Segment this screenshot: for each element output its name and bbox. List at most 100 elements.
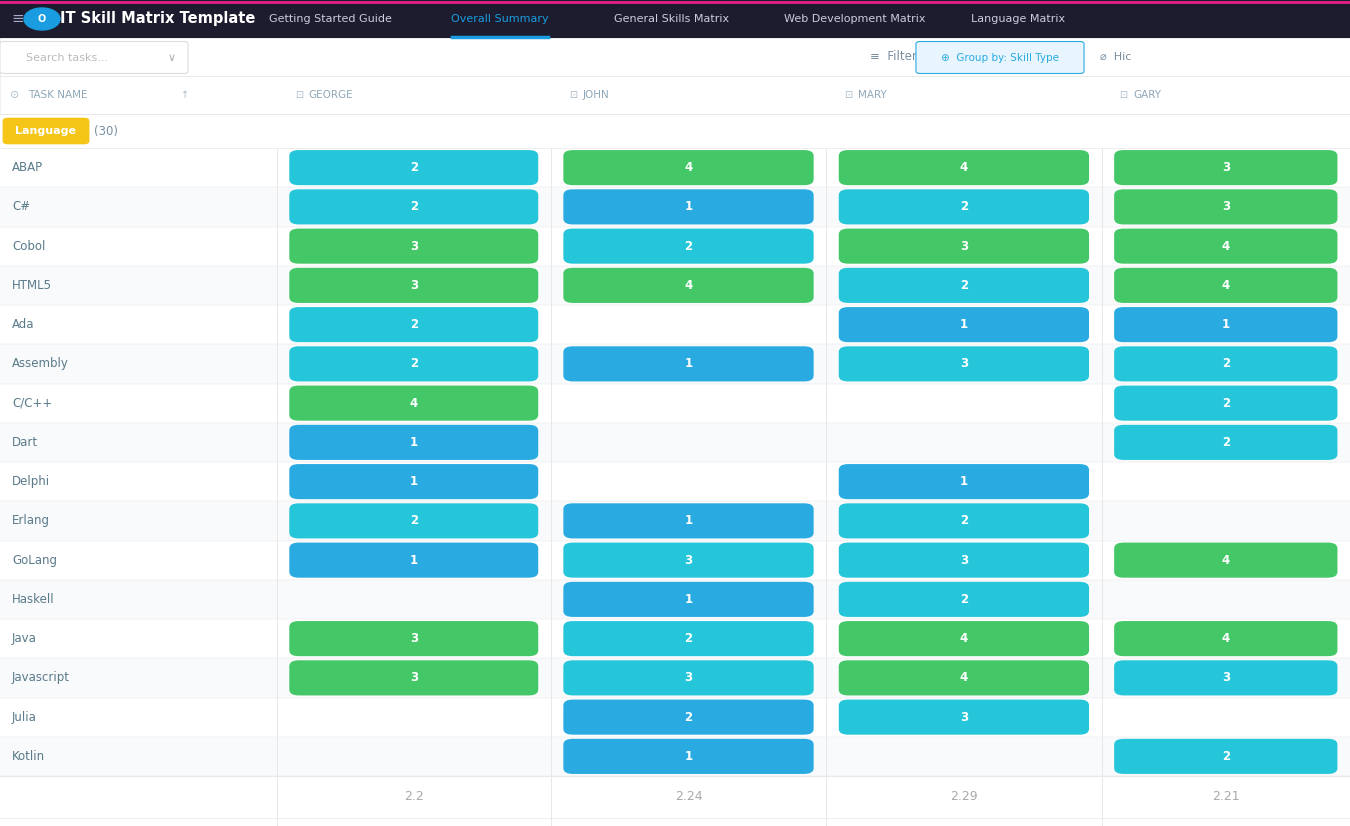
FancyBboxPatch shape — [289, 621, 539, 656]
Text: Erlang: Erlang — [12, 515, 50, 527]
FancyBboxPatch shape — [0, 540, 1350, 580]
FancyBboxPatch shape — [1114, 307, 1338, 342]
FancyBboxPatch shape — [0, 148, 1350, 188]
FancyBboxPatch shape — [0, 580, 1350, 619]
FancyBboxPatch shape — [0, 266, 1350, 305]
Text: Language: Language — [15, 126, 77, 136]
FancyBboxPatch shape — [838, 150, 1089, 185]
FancyBboxPatch shape — [0, 188, 1350, 226]
FancyBboxPatch shape — [838, 660, 1089, 695]
FancyBboxPatch shape — [838, 307, 1089, 342]
Text: IT Skill Matrix Template: IT Skill Matrix Template — [59, 12, 255, 26]
Text: 3: 3 — [960, 553, 968, 567]
FancyBboxPatch shape — [838, 543, 1089, 577]
Text: 2: 2 — [960, 279, 968, 292]
Text: Overall Summary: Overall Summary — [451, 14, 549, 24]
Text: ⊡: ⊡ — [844, 90, 852, 100]
Text: GARY: GARY — [1134, 90, 1161, 100]
Text: Delphi: Delphi — [12, 475, 50, 488]
FancyBboxPatch shape — [838, 503, 1089, 539]
FancyBboxPatch shape — [289, 543, 539, 577]
Text: (30): (30) — [95, 125, 117, 137]
Text: Java: Java — [12, 632, 36, 645]
Text: 3: 3 — [409, 632, 418, 645]
Text: ↑: ↑ — [181, 90, 189, 100]
FancyBboxPatch shape — [563, 738, 814, 774]
FancyBboxPatch shape — [289, 425, 539, 460]
FancyBboxPatch shape — [0, 658, 1350, 697]
FancyBboxPatch shape — [563, 621, 814, 656]
Text: C#: C# — [12, 201, 30, 213]
FancyBboxPatch shape — [0, 76, 1350, 114]
Text: 1: 1 — [684, 750, 693, 763]
FancyBboxPatch shape — [1114, 621, 1338, 656]
Text: 1: 1 — [1222, 318, 1230, 331]
FancyBboxPatch shape — [915, 41, 1084, 74]
Text: 4: 4 — [1222, 240, 1230, 253]
FancyBboxPatch shape — [838, 268, 1089, 303]
Text: Web Development Matrix: Web Development Matrix — [784, 14, 926, 24]
FancyBboxPatch shape — [0, 226, 1350, 266]
FancyBboxPatch shape — [0, 38, 1350, 76]
FancyBboxPatch shape — [289, 150, 539, 185]
FancyBboxPatch shape — [563, 346, 814, 382]
Text: 2: 2 — [960, 515, 968, 527]
FancyBboxPatch shape — [838, 700, 1089, 734]
FancyBboxPatch shape — [0, 305, 1350, 344]
Text: Ada: Ada — [12, 318, 35, 331]
Text: 1: 1 — [960, 318, 968, 331]
Text: 2: 2 — [409, 201, 418, 213]
Text: 1: 1 — [409, 553, 418, 567]
Text: 1: 1 — [409, 436, 418, 449]
FancyBboxPatch shape — [563, 189, 814, 225]
FancyBboxPatch shape — [289, 346, 539, 382]
FancyBboxPatch shape — [563, 543, 814, 577]
Text: 3: 3 — [1222, 672, 1230, 685]
Text: GEORGE: GEORGE — [309, 90, 354, 100]
FancyBboxPatch shape — [289, 464, 539, 499]
FancyBboxPatch shape — [0, 41, 188, 74]
FancyBboxPatch shape — [3, 117, 89, 145]
Text: O: O — [38, 14, 46, 24]
Text: 1: 1 — [684, 358, 693, 370]
Text: 2.2: 2.2 — [404, 790, 424, 804]
FancyBboxPatch shape — [563, 229, 814, 263]
Text: 1: 1 — [960, 475, 968, 488]
Text: C/C++: C/C++ — [12, 396, 53, 410]
FancyBboxPatch shape — [563, 700, 814, 734]
Text: 2: 2 — [1222, 396, 1230, 410]
FancyBboxPatch shape — [0, 462, 1350, 501]
Text: Cobol: Cobol — [12, 240, 46, 253]
FancyBboxPatch shape — [1114, 738, 1338, 774]
FancyBboxPatch shape — [0, 423, 1350, 462]
Text: 4: 4 — [960, 672, 968, 685]
Text: 1: 1 — [684, 593, 693, 606]
Text: 3: 3 — [684, 553, 693, 567]
FancyBboxPatch shape — [1114, 386, 1338, 420]
FancyBboxPatch shape — [563, 582, 814, 617]
FancyBboxPatch shape — [563, 660, 814, 695]
FancyBboxPatch shape — [1114, 229, 1338, 263]
FancyBboxPatch shape — [1114, 189, 1338, 225]
FancyBboxPatch shape — [1114, 543, 1338, 577]
Text: MARY: MARY — [859, 90, 887, 100]
FancyBboxPatch shape — [289, 307, 539, 342]
Text: 3: 3 — [1222, 201, 1230, 213]
Text: 3: 3 — [409, 672, 418, 685]
FancyBboxPatch shape — [0, 114, 1350, 148]
Text: ⌀  Hic: ⌀ Hic — [1100, 52, 1131, 62]
FancyBboxPatch shape — [838, 229, 1089, 263]
FancyBboxPatch shape — [1114, 660, 1338, 695]
FancyBboxPatch shape — [838, 464, 1089, 499]
Text: 2: 2 — [960, 201, 968, 213]
Text: 1: 1 — [684, 515, 693, 527]
FancyBboxPatch shape — [289, 268, 539, 303]
Text: 2: 2 — [409, 515, 418, 527]
Text: TASK NAME: TASK NAME — [28, 90, 88, 100]
Text: HTML5: HTML5 — [12, 279, 53, 292]
Text: ⊙: ⊙ — [11, 90, 20, 100]
FancyBboxPatch shape — [1114, 150, 1338, 185]
Text: General Skills Matrix: General Skills Matrix — [614, 14, 729, 24]
FancyBboxPatch shape — [0, 776, 1350, 818]
FancyBboxPatch shape — [0, 737, 1350, 776]
